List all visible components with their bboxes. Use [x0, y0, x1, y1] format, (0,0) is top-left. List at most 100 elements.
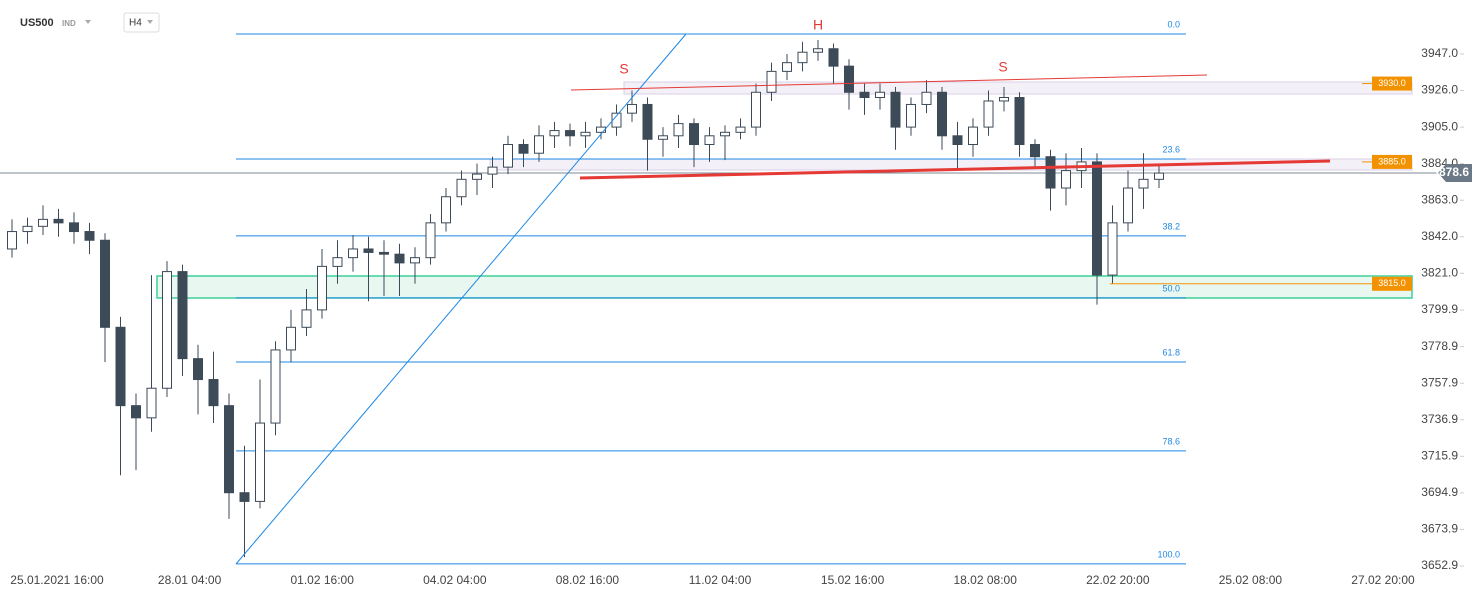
fib-label: 100.0 — [1157, 549, 1180, 559]
candle-body — [379, 251, 389, 255]
candle-body — [875, 91, 885, 98]
candle-body — [921, 91, 932, 105]
y-tick-label: 3715.9 — [1421, 448, 1458, 462]
candle-body — [1123, 187, 1133, 224]
candle-body — [332, 257, 343, 267]
y-tick-label: 3799.9 — [1421, 302, 1458, 316]
candle-body — [1061, 170, 1071, 189]
candle-body — [890, 91, 901, 128]
candle-body — [766, 70, 777, 93]
fib-label: 0.0 — [1167, 19, 1180, 29]
y-tick-label: 3947.0 — [1421, 46, 1458, 60]
candle-body — [394, 253, 405, 264]
candle-body — [983, 100, 994, 128]
x-tick-label: 22.02 20:00 — [1086, 573, 1150, 587]
x-tick-label: 04.02 04:00 — [423, 573, 487, 587]
candle-body — [1014, 96, 1025, 146]
candle-body — [224, 405, 234, 494]
candle-body — [100, 239, 110, 328]
candle-body — [720, 131, 730, 137]
interval-button[interactable] — [123, 12, 160, 33]
fib-label: 50.0 — [1162, 283, 1180, 293]
candle-body — [69, 222, 79, 233]
trend-line — [235, 33, 687, 565]
candle-body — [968, 126, 978, 146]
candle-body — [1138, 178, 1149, 189]
candle-body — [1030, 144, 1040, 158]
candle-body — [844, 65, 854, 93]
candle-body — [549, 130, 560, 137]
candle-body — [1107, 222, 1118, 276]
support-zone — [156, 275, 1413, 299]
pattern-label: S — [998, 59, 1007, 75]
candle-body — [146, 387, 157, 419]
market: IND — [62, 19, 76, 28]
candle-body — [642, 103, 653, 140]
candle-body — [177, 271, 188, 360]
candle-body — [906, 103, 916, 128]
candle-body — [999, 96, 1009, 102]
x-tick-label: 25.01.2021 16:00 — [10, 573, 104, 587]
candle-body — [518, 144, 529, 154]
candle-body — [301, 309, 312, 328]
neckline — [579, 159, 1331, 180]
candle-body — [627, 103, 637, 114]
fib-label: 23.6 — [1162, 144, 1180, 154]
candle-body — [611, 112, 622, 128]
x-tick-label: 18.02 08:00 — [953, 573, 1017, 587]
pattern-label: S — [619, 61, 628, 77]
candle-body — [348, 248, 358, 259]
candle-body — [1154, 172, 1164, 180]
y-tick-label: 3926.0 — [1421, 83, 1458, 97]
candle-body — [7, 231, 17, 250]
candle-body — [1092, 161, 1102, 276]
candle-body — [131, 405, 141, 419]
candle-body — [456, 178, 467, 198]
level-tag-label: 3885.0 — [1378, 156, 1406, 166]
y-tick-label: 3863.0 — [1421, 192, 1458, 206]
candle-body — [735, 126, 746, 133]
pattern-label: H — [813, 17, 823, 33]
candle-body — [162, 271, 172, 389]
dropdown-icon[interactable] — [85, 20, 91, 24]
symbol: US500 — [20, 17, 54, 29]
y-tick-label: 3821.0 — [1421, 266, 1458, 280]
level-tag — [1372, 76, 1412, 91]
x-tick-label: 28.01 04:00 — [158, 573, 222, 587]
level-tag — [1372, 276, 1412, 291]
y-tick-label: 3905.0 — [1421, 119, 1458, 133]
candle-body — [425, 222, 436, 259]
candle-body — [673, 123, 684, 137]
candle-body — [828, 48, 839, 67]
level-tag — [1372, 154, 1412, 169]
resistance-zone — [623, 81, 1413, 95]
y-tick-label: 3736.9 — [1421, 412, 1458, 426]
y-tick-label: 3757.9 — [1421, 375, 1458, 389]
y-tick-label: 3694.9 — [1421, 485, 1458, 499]
candle-body — [813, 48, 823, 53]
candle-body — [689, 123, 699, 146]
y-tick-label: 3652.9 — [1421, 558, 1458, 572]
x-tick-label: 15.02 16:00 — [821, 573, 885, 587]
candle-body — [658, 135, 668, 140]
neckline — [570, 74, 1208, 91]
candle-body — [317, 265, 327, 311]
candle-body — [859, 91, 870, 98]
fib-label: 38.2 — [1162, 221, 1180, 231]
x-tick-label: 01.02 16:00 — [290, 573, 354, 587]
candle-body — [596, 126, 606, 133]
y-tick-label: 3673.9 — [1421, 522, 1458, 536]
y-tick-label: 3842.0 — [1421, 229, 1458, 243]
candle-body — [84, 231, 95, 241]
last-price-label: 3878.6 — [1432, 165, 1469, 179]
candle-body — [937, 91, 947, 137]
candle-body — [286, 326, 296, 351]
interval: H4 — [129, 18, 142, 29]
candle-body — [255, 422, 265, 502]
candle-body — [565, 130, 575, 137]
level-tag-label: 3930.0 — [1378, 78, 1406, 88]
candle-body — [751, 91, 761, 128]
candle-body — [704, 135, 715, 146]
y-tick-label: 3778.9 — [1421, 339, 1458, 353]
x-tick-label: 11.02 04:00 — [689, 573, 752, 587]
